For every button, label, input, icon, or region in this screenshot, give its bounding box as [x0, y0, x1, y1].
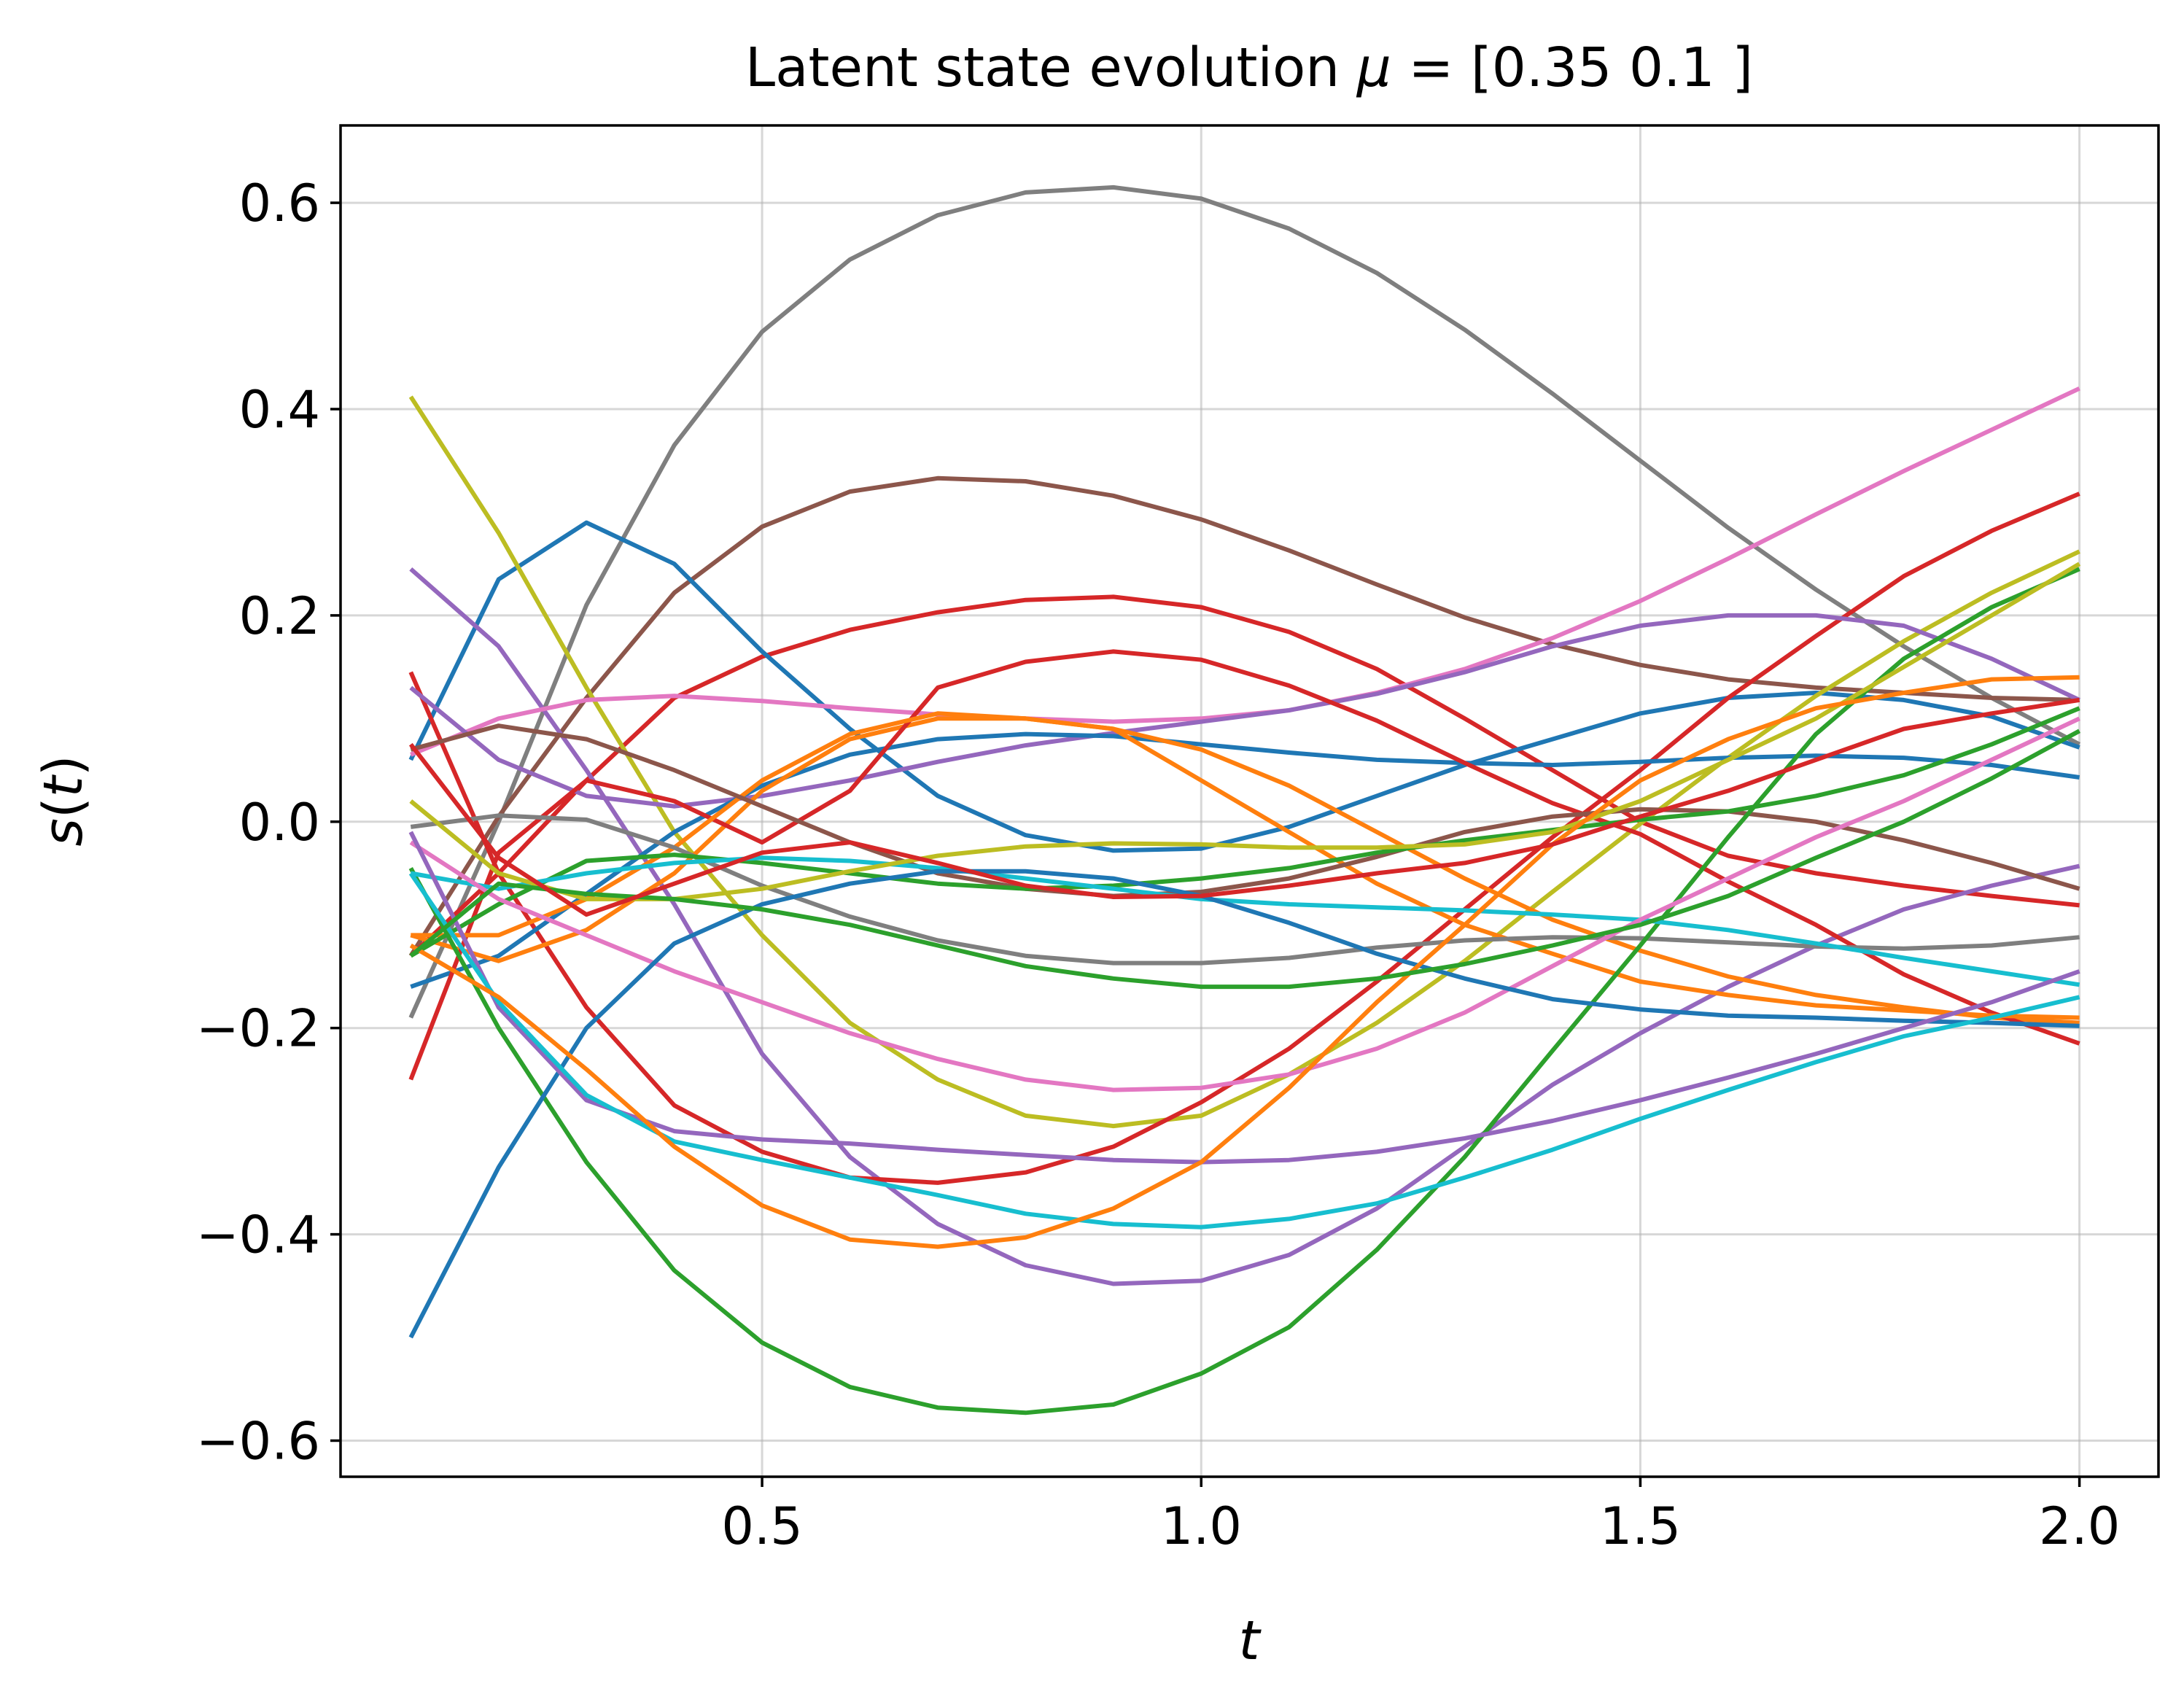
- series-line-16: [408, 567, 2080, 1415]
- series-line-17: [409, 706, 2080, 958]
- x-tick-label: 0.5: [721, 1496, 802, 1556]
- y-tick-label: −0.4: [196, 1205, 320, 1265]
- series-line-15: [410, 813, 2080, 966]
- series-line-12: [408, 649, 2080, 1081]
- series-line-25: [409, 729, 2081, 990]
- series-line-23: [408, 871, 2080, 1230]
- series-line-9: [409, 613, 2080, 809]
- series-line-14: [410, 723, 2080, 898]
- axis-ticks: 0.5 1.0 1.5 2.0 −0.6 −0.4 −0.2 0.0 0.2 0.4 0.6: [196, 174, 2120, 1556]
- series-line-1: [408, 185, 2081, 1019]
- y-tick-label: 0.0: [239, 793, 320, 852]
- series-line-13: [411, 711, 2080, 1020]
- series-lines: [408, 185, 2081, 1415]
- plot-frame: [339, 124, 2160, 1478]
- x-tick-label: 1.0: [1161, 1496, 1242, 1556]
- series-line-6: [409, 567, 2080, 1286]
- y-tick-label: 0.6: [239, 174, 320, 233]
- series-line-24: [409, 675, 2080, 1249]
- series-line-10: [410, 731, 2080, 989]
- series-line-2: [408, 475, 2080, 958]
- series-line-3: [409, 594, 2080, 958]
- series-line-21: [408, 869, 2080, 1339]
- series-line-19: [409, 562, 2081, 901]
- series-line-4: [408, 520, 2080, 853]
- y-tick-label: −0.2: [196, 999, 320, 1059]
- y-axis-label: s(t): [32, 755, 95, 846]
- y-tick-label: 0.2: [239, 586, 320, 646]
- series-line-22: [408, 831, 2080, 1165]
- x-tick-label: 1.5: [1600, 1496, 1681, 1556]
- y-tick-label: −0.6: [196, 1411, 320, 1471]
- chart-title: Latent state evolution μ = [0.35 0.1 ]: [745, 36, 1753, 99]
- y-tick-label: 0.4: [239, 380, 320, 440]
- series-line-20: [409, 716, 2080, 1092]
- series-line-26: [408, 697, 2080, 917]
- x-tick-label: 2.0: [2039, 1496, 2120, 1556]
- x-axis-label: t: [1238, 1609, 1262, 1672]
- series-line-11: [410, 716, 2080, 1025]
- series-line-8: [408, 492, 2080, 1185]
- series-line-18: [410, 855, 2080, 987]
- series-line-5: [408, 395, 2080, 1129]
